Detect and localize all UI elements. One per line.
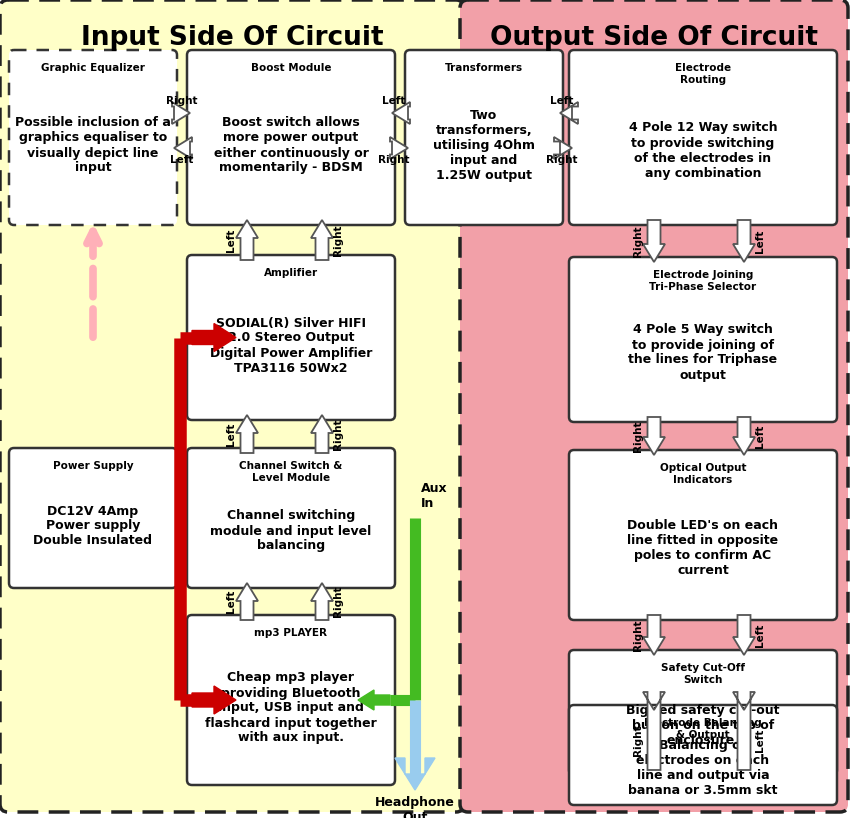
- FancyBboxPatch shape: [0, 0, 464, 812]
- Text: Left: Left: [226, 228, 236, 252]
- Text: Power Supply: Power Supply: [53, 461, 133, 471]
- Text: Amplifier: Amplifier: [264, 268, 318, 278]
- Text: DC12V 4Amp
Power supply
Double Insulated: DC12V 4Amp Power supply Double Insulated: [33, 505, 152, 547]
- Polygon shape: [733, 220, 755, 262]
- FancyBboxPatch shape: [569, 705, 837, 805]
- Polygon shape: [733, 615, 755, 655]
- Text: Left: Left: [550, 96, 574, 106]
- Polygon shape: [554, 137, 572, 159]
- Text: Right: Right: [547, 155, 578, 165]
- Text: Left: Left: [170, 155, 194, 165]
- FancyBboxPatch shape: [405, 50, 563, 225]
- Text: 4 Pole 12 Way switch
to provide switching
of the electrodes in
any combination: 4 Pole 12 Way switch to provide switchin…: [629, 122, 777, 179]
- Polygon shape: [311, 220, 333, 260]
- Text: Channel Switch &
Level Module: Channel Switch & Level Module: [240, 461, 343, 483]
- Polygon shape: [390, 137, 408, 159]
- Text: Output Side Of Circuit: Output Side Of Circuit: [490, 25, 818, 51]
- Text: Left: Left: [226, 590, 236, 614]
- Polygon shape: [236, 415, 258, 453]
- Text: Left: Left: [755, 623, 765, 647]
- Text: Right: Right: [633, 619, 643, 651]
- Polygon shape: [192, 323, 236, 352]
- FancyBboxPatch shape: [9, 50, 177, 225]
- Polygon shape: [395, 758, 435, 790]
- Polygon shape: [643, 417, 665, 455]
- Text: Left: Left: [755, 728, 765, 752]
- Text: Right: Right: [333, 586, 343, 618]
- FancyBboxPatch shape: [569, 650, 837, 775]
- Text: Two
transformers,
utilising 4Ohm
input and
1.25W output: Two transformers, utilising 4Ohm input a…: [433, 109, 535, 182]
- Polygon shape: [643, 692, 665, 770]
- Text: Boost Module: Boost Module: [251, 63, 332, 73]
- Text: Balancing of
electrodes on each
line and output via
banana or 3.5mm skt: Balancing of electrodes on each line and…: [628, 739, 778, 797]
- Text: Right: Right: [333, 224, 343, 256]
- Polygon shape: [311, 583, 333, 620]
- Text: Electrode Balancing
& Output: Electrode Balancing & Output: [644, 718, 762, 739]
- Text: Electrode
Routing: Electrode Routing: [675, 63, 731, 84]
- FancyBboxPatch shape: [569, 50, 837, 225]
- Polygon shape: [643, 615, 665, 655]
- Polygon shape: [236, 220, 258, 260]
- Polygon shape: [192, 686, 236, 714]
- Polygon shape: [358, 690, 390, 710]
- FancyBboxPatch shape: [569, 450, 837, 620]
- Text: Right: Right: [378, 155, 410, 165]
- Text: SODIAL(R) Silver HIFI
2.0 Stereo Output
Digital Power Amplifier
TPA3116 50Wx2: SODIAL(R) Silver HIFI 2.0 Stereo Output …: [210, 317, 372, 375]
- FancyBboxPatch shape: [460, 0, 848, 812]
- Text: Right: Right: [167, 96, 198, 106]
- Text: Big red safety cut-out
button on the top of
enclosure.: Big red safety cut-out button on the top…: [626, 704, 779, 747]
- Text: Electrode Joining
Tri-Phase Selector: Electrode Joining Tri-Phase Selector: [649, 270, 756, 291]
- Text: Left: Left: [382, 96, 405, 106]
- FancyBboxPatch shape: [9, 448, 177, 588]
- Text: mp3 PLAYER: mp3 PLAYER: [254, 628, 327, 638]
- Polygon shape: [392, 102, 410, 124]
- Polygon shape: [733, 417, 755, 455]
- FancyBboxPatch shape: [187, 615, 395, 785]
- Text: Graphic Equalizer: Graphic Equalizer: [41, 63, 145, 73]
- Text: Double LED's on each
line fitted in opposite
poles to confirm AC
current: Double LED's on each line fitted in oppo…: [627, 519, 779, 577]
- Text: Cheap mp3 player
providing Bluetooth
input, USB input and
flashcard input togeth: Cheap mp3 player providing Bluetooth inp…: [205, 672, 377, 744]
- Polygon shape: [311, 415, 333, 453]
- FancyBboxPatch shape: [187, 448, 395, 588]
- Polygon shape: [172, 102, 190, 124]
- Text: Right: Right: [633, 724, 643, 756]
- Text: Optical Output
Indicators: Optical Output Indicators: [660, 463, 746, 484]
- Text: Left: Left: [226, 422, 236, 446]
- Text: Left: Left: [755, 425, 765, 447]
- Text: Input Side Of Circuit: Input Side Of Circuit: [81, 25, 383, 51]
- Polygon shape: [560, 102, 578, 124]
- Text: Right: Right: [333, 418, 343, 450]
- Polygon shape: [733, 692, 755, 770]
- Polygon shape: [174, 137, 192, 159]
- Text: Boost switch allows
more power output
either continuously or
momentarily - BDSM: Boost switch allows more power output ei…: [213, 116, 368, 174]
- Text: Left: Left: [755, 229, 765, 253]
- Text: Safety Cut-Off
Switch: Safety Cut-Off Switch: [661, 663, 745, 685]
- Polygon shape: [643, 220, 665, 262]
- Polygon shape: [236, 583, 258, 620]
- FancyBboxPatch shape: [569, 257, 837, 422]
- Text: Right: Right: [633, 420, 643, 452]
- Text: 4 Pole 5 Way switch
to provide joining of
the lines for Triphase
output: 4 Pole 5 Way switch to provide joining o…: [628, 323, 778, 381]
- Text: Transformers: Transformers: [445, 63, 523, 73]
- Text: Possible inclusion of a
graphics equaliser to
visually depict line
input: Possible inclusion of a graphics equalis…: [15, 116, 171, 174]
- Text: Headphone
Out: Headphone Out: [375, 796, 455, 818]
- Text: Aux
In: Aux In: [421, 482, 448, 510]
- FancyBboxPatch shape: [187, 50, 395, 225]
- Text: Right: Right: [633, 225, 643, 257]
- Text: Channel switching
module and input level
balancing: Channel switching module and input level…: [210, 510, 371, 552]
- FancyBboxPatch shape: [187, 255, 395, 420]
